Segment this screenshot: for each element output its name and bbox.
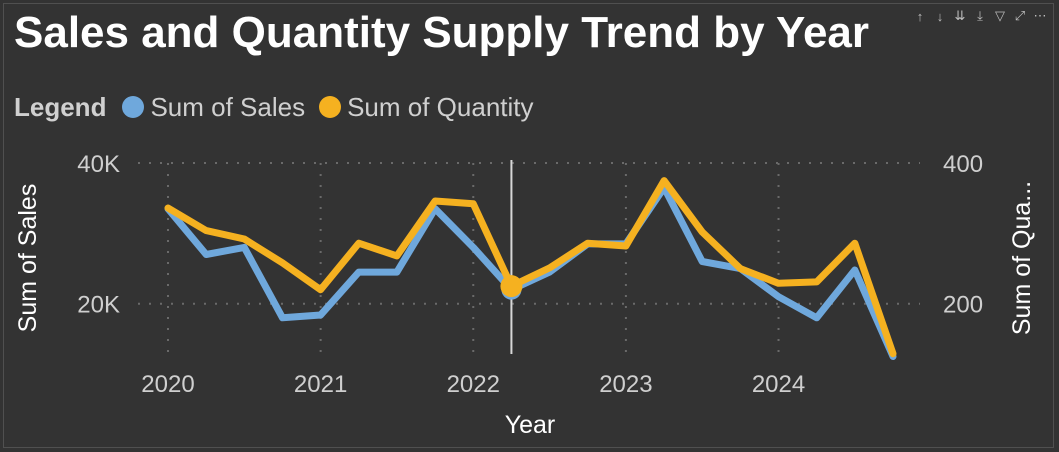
legend-marker-sales: [122, 96, 145, 118]
legend-item-sales[interactable]: Sum of Sales: [122, 92, 305, 123]
y-left-tick-label: 20K: [77, 292, 120, 319]
x-axis-title: Year: [505, 411, 556, 439]
legend-item-quantity[interactable]: Sum of Quantity: [319, 91, 534, 123]
chart-legend: Legend Sum of Sales Sum of Quantity: [14, 92, 548, 122]
x-tick-label: 2022: [447, 371, 500, 398]
series-line-sales: [164, 184, 897, 360]
y-right-axis-title: Sum of Qua...: [1008, 181, 1036, 335]
y-right-tick-label: 400: [943, 151, 983, 178]
highlight-point-quantity: [500, 275, 523, 298]
visual-header-toolbar: ↑ ↓ ⇊ ⤓ ▽ ⤢ ⋯: [909, 6, 1051, 26]
legend-marker-quantity: [319, 96, 342, 118]
legend-title: Legend: [14, 91, 107, 122]
drill-down-icon[interactable]: ↓: [936, 8, 944, 24]
chart-title: Sales and Quantity Supply Trend by Year: [14, 8, 870, 57]
legend-label-sales: Sum of Sales: [150, 91, 306, 122]
expand-next-level-icon[interactable]: ⇊: [954, 8, 966, 23]
expand-all-icon[interactable]: ⤓: [977, 8, 983, 23]
x-tick-label: 2023: [599, 371, 652, 398]
legend-label-quantity: Sum of Quantity: [347, 91, 534, 122]
x-tick-label: 2020: [141, 371, 194, 398]
filter-icon[interactable]: ▽: [995, 8, 1005, 23]
series-line-quantity: [164, 177, 897, 358]
x-tick-label: 2021: [294, 371, 347, 398]
focus-mode-icon[interactable]: ⤢: [1014, 8, 1026, 23]
drill-up-icon[interactable]: ↑: [916, 8, 924, 24]
x-tick-label: 2024: [752, 371, 805, 398]
y-left-axis-title: Sum of Sales: [14, 184, 42, 333]
visual-border: [3, 3, 1054, 448]
more-options-icon[interactable]: ⋯: [1033, 8, 1047, 23]
y-right-tick-label: 200: [943, 292, 983, 319]
y-left-tick-label: 40K: [77, 151, 120, 178]
